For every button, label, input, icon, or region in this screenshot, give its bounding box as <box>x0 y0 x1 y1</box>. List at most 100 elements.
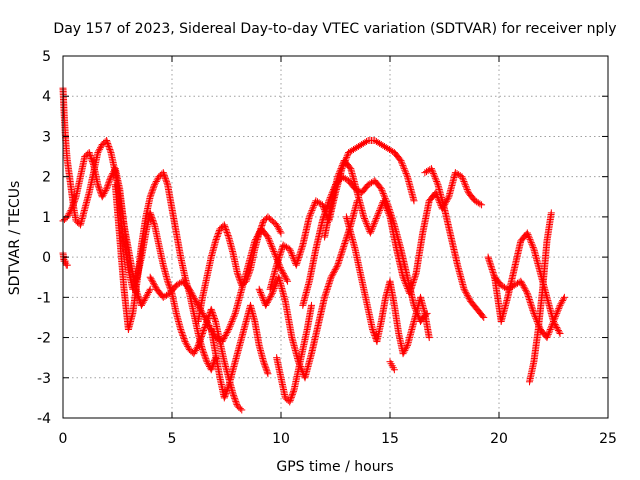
x-tick-label: 20 <box>490 431 508 447</box>
data-point <box>144 289 152 297</box>
data-point <box>139 298 147 306</box>
data-point <box>64 211 72 219</box>
data-point <box>104 180 112 188</box>
data-point <box>335 257 343 265</box>
data-point <box>208 307 216 315</box>
data-point <box>200 325 208 333</box>
data-point <box>182 339 190 347</box>
data-point <box>220 335 228 343</box>
data-point <box>159 169 167 177</box>
data-point <box>273 221 281 229</box>
data-point <box>324 284 332 292</box>
data-point <box>412 271 420 279</box>
data-point <box>341 238 349 246</box>
data-point <box>153 176 161 184</box>
data-point <box>200 349 208 357</box>
data-point <box>261 361 269 369</box>
data-point <box>336 255 344 263</box>
data-point <box>547 209 555 217</box>
data-point <box>103 183 111 191</box>
data-point <box>335 258 343 266</box>
data-point <box>149 185 157 193</box>
data-point <box>263 367 271 375</box>
data-point <box>232 397 240 405</box>
data-point <box>255 229 263 237</box>
data-point <box>190 350 198 358</box>
data-point <box>297 246 305 254</box>
data-point <box>324 283 332 291</box>
data-point <box>195 339 203 347</box>
data-point <box>211 314 219 322</box>
data-point <box>99 191 107 199</box>
data-point <box>145 287 153 295</box>
data-point <box>152 177 160 185</box>
data-point <box>276 264 284 272</box>
chart-title: Day 157 of 2023, Sidereal Day-to-day VTE… <box>53 21 616 37</box>
data-point <box>163 178 171 186</box>
data-point <box>232 399 240 407</box>
data-point <box>148 188 156 196</box>
data-point <box>325 281 333 289</box>
data-point <box>267 241 275 249</box>
data-point <box>179 333 187 341</box>
data-point <box>488 265 496 273</box>
data-point <box>223 228 231 236</box>
data-point <box>230 393 238 401</box>
data-point <box>525 294 533 302</box>
data-point <box>66 208 74 216</box>
data-point <box>186 287 194 295</box>
data-point <box>161 173 169 181</box>
data-point <box>527 302 535 310</box>
data-point <box>339 244 347 252</box>
data-point <box>199 347 207 355</box>
data-point <box>524 292 532 300</box>
data-point <box>201 324 209 331</box>
data-point <box>181 336 189 344</box>
data-point <box>202 356 210 364</box>
data-point <box>196 336 204 344</box>
data-point <box>131 279 139 287</box>
data-point <box>210 313 218 321</box>
data-point <box>296 249 304 257</box>
data-point <box>129 284 137 292</box>
data-point <box>65 210 73 218</box>
data-point <box>86 150 94 158</box>
data-point <box>146 209 154 217</box>
data-point <box>244 271 252 279</box>
data-point <box>149 279 157 287</box>
data-point <box>132 276 140 284</box>
data-point <box>147 191 155 199</box>
data-point <box>526 299 534 307</box>
data-point <box>258 220 266 228</box>
data-point <box>69 202 77 210</box>
data-point <box>207 366 215 374</box>
x-axis-label: GPS time / hours <box>276 459 393 475</box>
series-track-19 <box>386 358 398 374</box>
data-point <box>298 243 306 251</box>
data-point <box>146 285 154 293</box>
data-point <box>148 187 156 195</box>
data-point <box>68 205 76 213</box>
data-point <box>161 175 169 183</box>
data-point <box>69 200 77 208</box>
data-point <box>243 276 251 284</box>
data-point <box>487 262 495 270</box>
data-point <box>147 212 155 220</box>
data-point <box>256 226 264 234</box>
data-point <box>288 392 296 400</box>
data-point <box>67 206 75 214</box>
data-point <box>277 265 285 273</box>
data-point <box>164 277 172 285</box>
data-point <box>89 159 97 167</box>
data-point <box>85 149 93 157</box>
data-point <box>178 330 186 338</box>
data-point <box>229 390 237 398</box>
data-series <box>59 84 568 414</box>
data-point <box>180 335 188 343</box>
data-point <box>323 287 331 295</box>
data-point <box>87 153 95 161</box>
data-point <box>262 364 270 372</box>
data-point <box>242 277 250 285</box>
data-point <box>220 394 228 402</box>
